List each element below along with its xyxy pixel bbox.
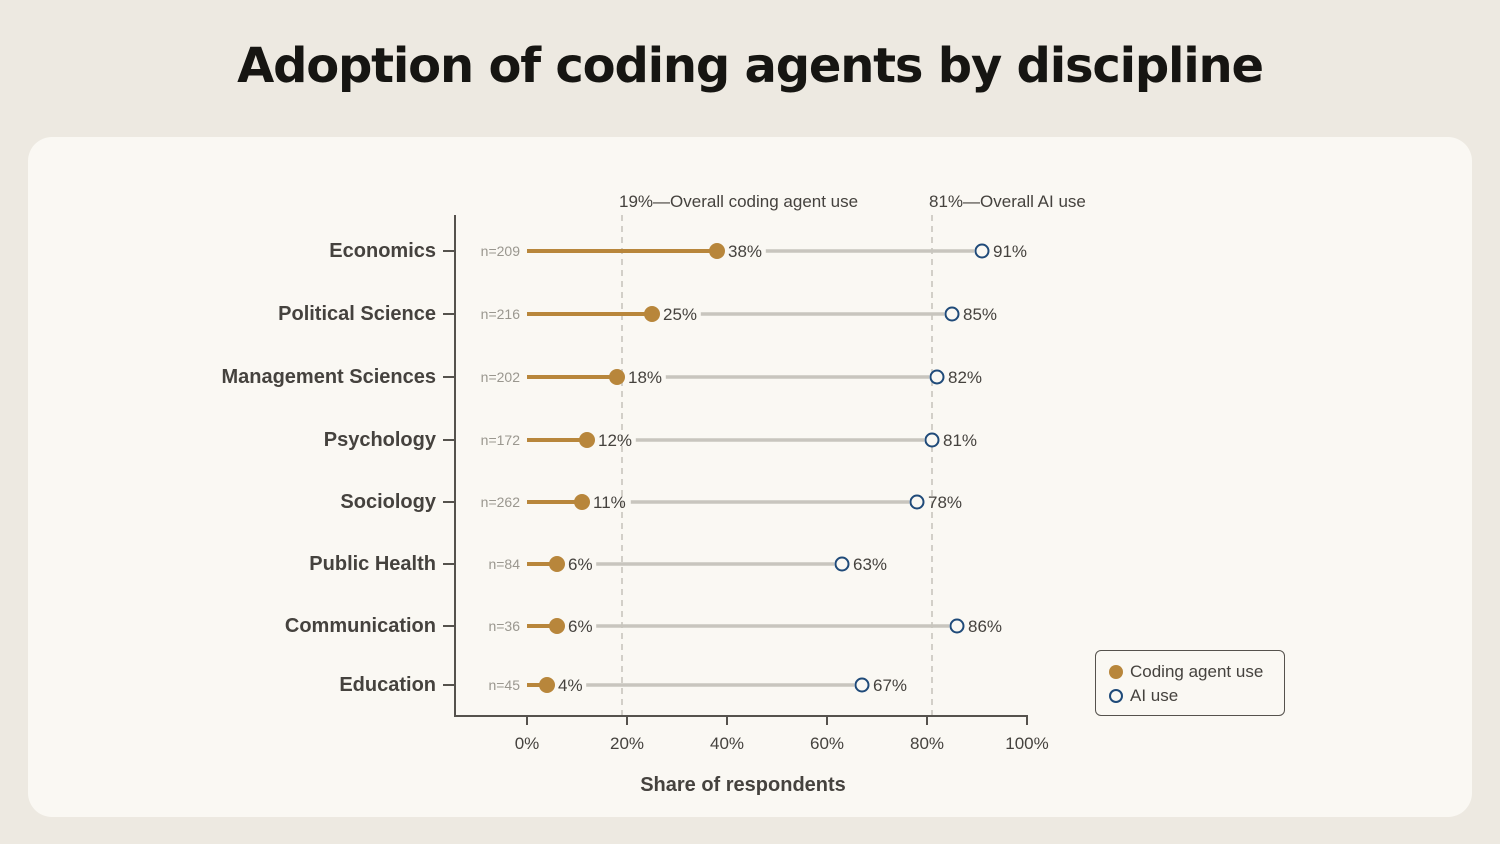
coding-value-label: 6%: [568, 555, 593, 574]
legend-label-coding: Coding agent use: [1130, 662, 1264, 681]
category-label: Management Sciences: [221, 366, 436, 388]
coding-value-label: 6%: [568, 617, 593, 636]
x-tick-label: 0%: [515, 734, 540, 753]
legend: Coding agent use AI use: [1095, 650, 1285, 716]
ai-value-label: 67%: [873, 676, 907, 695]
legend-swatch-coding: [1109, 665, 1123, 679]
sample-size-label: n=172: [481, 432, 521, 448]
ai-value-label: 86%: [968, 617, 1002, 636]
ai-point: [944, 306, 960, 322]
x-axis-title: Share of respondents: [640, 774, 846, 796]
coding-value-label: 38%: [728, 242, 762, 261]
legend-item-ai: AI use: [1109, 685, 1178, 707]
sample-size-label: n=209: [481, 243, 521, 259]
coding-point: [709, 243, 725, 259]
category-label: Communication: [285, 615, 436, 637]
coding-value-label: 12%: [598, 431, 632, 450]
coding-point: [579, 432, 595, 448]
coding-value-label: 25%: [663, 305, 697, 324]
ai-point: [854, 677, 870, 693]
ai-value-label: 82%: [948, 368, 982, 387]
x-tick-label: 100%: [1005, 734, 1048, 753]
x-tick-label: 80%: [910, 734, 944, 753]
sample-size-label: n=262: [481, 494, 521, 510]
category-label: Economics: [329, 240, 436, 262]
ai-point: [924, 432, 940, 448]
coding-point: [539, 677, 555, 693]
ai-point: [929, 369, 945, 385]
sample-size-label: n=202: [481, 369, 521, 385]
reference-line-label: 81%—Overall AI use: [929, 192, 1086, 211]
ai-point: [974, 243, 990, 259]
chart-title: Adoption of coding agents by discipline: [237, 38, 1264, 94]
coding-point: [609, 369, 625, 385]
coding-value-label: 18%: [628, 368, 662, 387]
x-tick-label: 20%: [610, 734, 644, 753]
ai-value-label: 63%: [853, 555, 887, 574]
coding-point: [549, 556, 565, 572]
sample-size-label: n=84: [488, 556, 520, 572]
category-label: Education: [339, 674, 436, 696]
x-tick-label: 60%: [810, 734, 844, 753]
coding-point: [574, 494, 590, 510]
category-label: Psychology: [324, 429, 437, 451]
category-label: Public Health: [309, 553, 436, 575]
coding-value-label: 11%: [593, 493, 626, 512]
legend-label-ai: AI use: [1130, 686, 1179, 705]
sample-size-label: n=216: [481, 306, 521, 322]
coding-point: [644, 306, 660, 322]
category-label: Political Science: [278, 303, 436, 325]
ai-point: [909, 494, 925, 510]
ai-value-label: 85%: [963, 305, 997, 324]
sample-size-label: n=45: [488, 677, 520, 693]
sample-size-label: n=36: [488, 618, 520, 634]
coding-point: [549, 618, 565, 634]
reference-line-label: 19%—Overall coding agent use: [619, 192, 858, 211]
ai-point: [949, 618, 965, 634]
legend-item-coding: Coding agent use: [1109, 661, 1263, 683]
ai-value-label: 81%: [943, 431, 977, 450]
x-tick-label: 40%: [710, 734, 744, 753]
ai-point: [834, 556, 850, 572]
ai-value-label: 91%: [993, 242, 1027, 261]
legend-swatch-ai: [1109, 689, 1123, 703]
category-label: Sociology: [340, 491, 436, 513]
coding-value-label: 4%: [558, 676, 583, 695]
ai-value-label: 78%: [928, 493, 962, 512]
